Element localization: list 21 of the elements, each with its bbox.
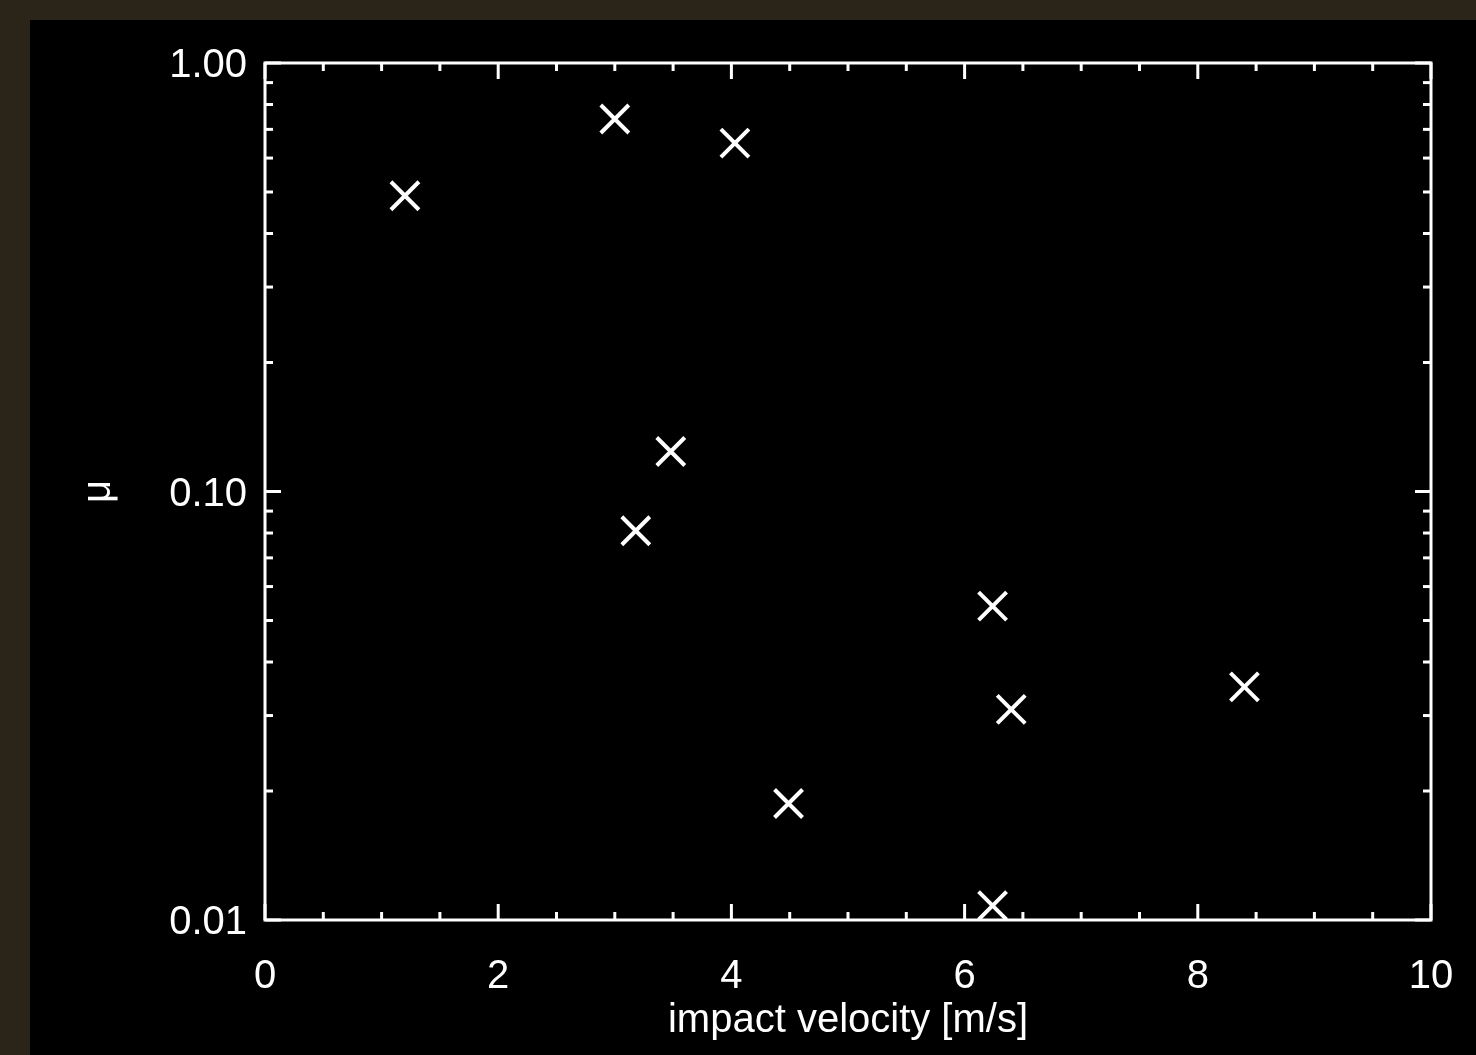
point (718, 127, 751, 160)
y-axis-title: μ (74, 479, 118, 504)
point (654, 435, 687, 468)
x-tick-label: 0 (253, 952, 277, 996)
point (619, 514, 652, 547)
x-axis-title: impact velocity [m/s] (667, 996, 1029, 1040)
x-tick-label: 6 (953, 952, 976, 996)
point (598, 103, 631, 136)
y-tick-label: 0.01 (169, 898, 247, 942)
x-tick-label: 8 (1186, 952, 1209, 996)
point (976, 590, 1009, 623)
point (388, 179, 421, 212)
point (995, 693, 1028, 726)
point (772, 787, 805, 820)
y-tick-label: 1.00 (169, 41, 247, 85)
point (1228, 670, 1261, 703)
x-tick-label: 4 (720, 952, 743, 996)
y-tick-label: 0.10 (169, 469, 247, 514)
x-tick-label: 2 (487, 952, 510, 996)
x-tick-label: 10 (1408, 952, 1454, 996)
point (976, 889, 1009, 922)
